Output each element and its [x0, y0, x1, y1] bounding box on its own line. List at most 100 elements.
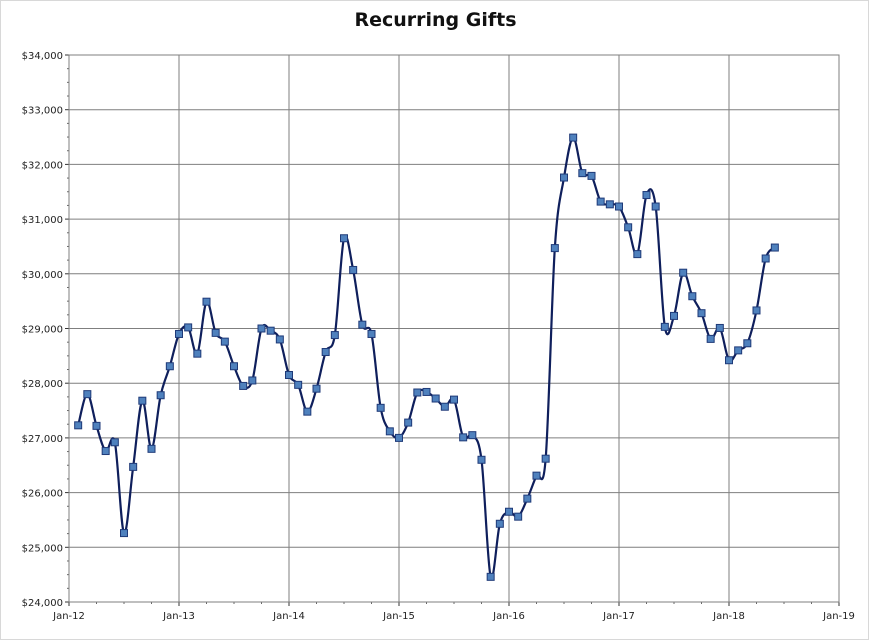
x-tick-label: Jan-14: [272, 611, 305, 622]
plot-border: [68, 54, 840, 603]
y-tick-label: $27,000: [22, 434, 63, 445]
y-tick-label: $29,000: [22, 325, 63, 336]
data-point: [385, 427, 394, 436]
data-point: [101, 447, 110, 456]
data-point: [541, 454, 550, 463]
data-point: [367, 329, 376, 338]
data-point: [312, 384, 321, 393]
data-point: [120, 529, 128, 538]
data-point: [413, 388, 422, 397]
data-point: [230, 362, 238, 371]
data-point: [569, 133, 578, 142]
x-tick-label: Jan-15: [382, 611, 415, 622]
data-point: [330, 331, 339, 340]
data-point: [477, 455, 486, 464]
data-point: [660, 322, 669, 331]
chart-title: Recurring Gifts: [354, 9, 517, 31]
data-point: [431, 394, 440, 403]
data-point: [440, 402, 449, 411]
data-point: [138, 396, 147, 405]
x-tick-label: Jan-13: [162, 611, 195, 622]
data-point: [514, 512, 523, 521]
data-point: [92, 421, 101, 430]
data-point: [257, 324, 266, 333]
data-point: [734, 346, 743, 355]
data-point: [761, 254, 770, 263]
data-point: [633, 250, 642, 259]
data-point: [642, 191, 651, 200]
data-point: [715, 323, 724, 332]
data-point: [404, 418, 413, 427]
data-point: [239, 381, 248, 390]
data-point: [129, 462, 138, 471]
data-point: [184, 323, 193, 332]
data-point: [211, 328, 220, 337]
y-tick-label: $34,000: [22, 51, 63, 62]
data-point: [83, 390, 92, 399]
data-point: [349, 265, 358, 274]
y-tick-label: $26,000: [22, 489, 63, 500]
data-point: [505, 507, 513, 516]
y-tick-label: $25,000: [22, 543, 63, 554]
data-point: [358, 320, 367, 329]
x-tick-label: Jan-12: [52, 611, 85, 622]
y-tick-label: $32,000: [22, 160, 63, 171]
data-point: [285, 370, 293, 379]
data-point: [523, 494, 532, 503]
data-point: [605, 200, 614, 209]
data-point: [376, 403, 385, 412]
data-point: [156, 391, 165, 400]
data-point: [193, 349, 202, 358]
data-point: [175, 329, 183, 338]
data-point: [275, 335, 284, 344]
data-point: [615, 202, 623, 211]
x-tick-label: Jan-19: [822, 611, 855, 622]
data-point: [770, 243, 779, 252]
data-point: [422, 387, 431, 396]
data-point: [395, 433, 403, 442]
data-point: [303, 407, 312, 416]
data-point: [752, 306, 761, 315]
data-point: [266, 326, 275, 335]
data-point: [248, 376, 257, 385]
x-tick-label: Jan-18: [712, 611, 745, 622]
data-point: [74, 421, 83, 430]
data-point: [459, 433, 468, 442]
data-point: [697, 309, 706, 318]
data-point: [688, 292, 697, 301]
data-point: [165, 362, 174, 371]
data-point: [550, 244, 559, 253]
data-point: [340, 234, 348, 243]
data-point: [468, 431, 477, 440]
data-point: [495, 519, 504, 528]
data-point: [624, 223, 633, 232]
y-tick-label: $31,000: [22, 215, 63, 226]
data-point: [450, 395, 458, 404]
data-point: [110, 438, 119, 447]
data-point: [725, 356, 733, 365]
data-point: [679, 268, 688, 277]
data-point: [321, 348, 330, 357]
y-tick-label: $28,000: [22, 379, 63, 390]
x-tick-label: Jan-17: [602, 611, 635, 622]
y-tick-label: $24,000: [22, 598, 63, 609]
data-point: [486, 572, 495, 581]
data-point: [202, 297, 211, 306]
data-point: [670, 311, 678, 320]
y-tick-label: $30,000: [22, 270, 63, 281]
data-point: [578, 169, 587, 178]
data-point: [294, 380, 303, 389]
data-point: [532, 471, 541, 480]
data-point: [743, 339, 752, 348]
data-point: [596, 197, 605, 206]
data-point: [651, 202, 660, 211]
data-point: [220, 337, 229, 346]
data-point: [560, 173, 568, 182]
data-point: [147, 444, 156, 453]
data-point: [587, 171, 596, 180]
y-tick-label: $33,000: [22, 106, 63, 117]
data-point: [706, 334, 715, 343]
x-tick-label: Jan-16: [492, 611, 525, 622]
